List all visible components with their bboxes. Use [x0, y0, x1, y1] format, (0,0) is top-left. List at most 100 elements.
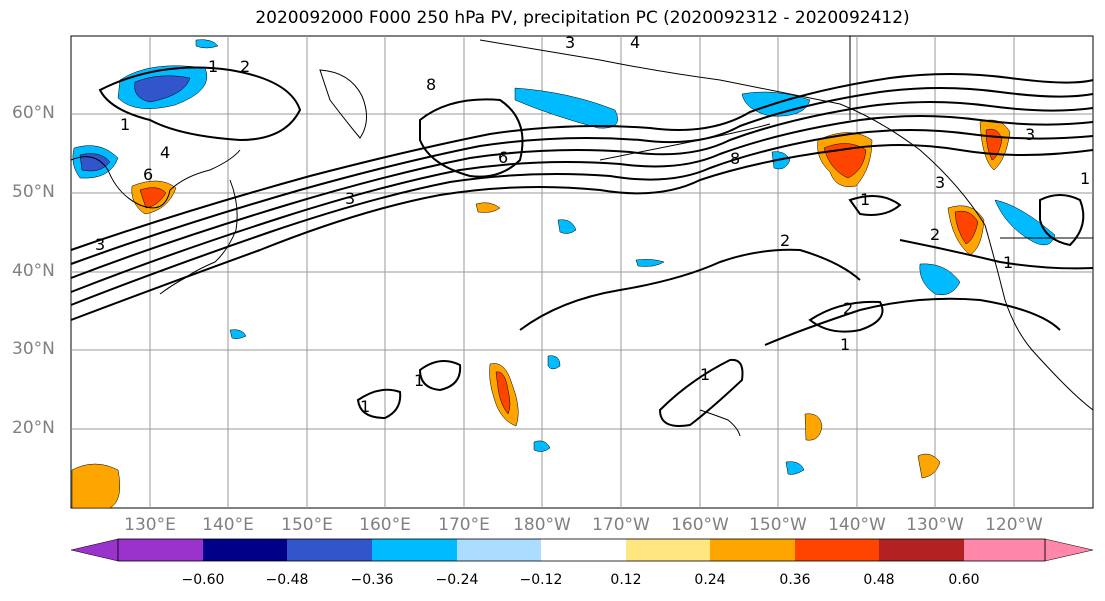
colorbar-segment	[626, 539, 710, 561]
precip-positive-core	[495, 371, 511, 415]
map-panel: 1 1 2 4 6 3 8 6 3 4 8 2 1 2 3 3 1 1 2 1 …	[70, 33, 1094, 509]
pv-contour	[418, 360, 462, 392]
precip-positive-core	[823, 143, 867, 179]
pv-contour	[70, 144, 1094, 321]
colorbar-tick: 0.48	[863, 572, 895, 588]
colorbar-extend-low	[70, 538, 119, 562]
pv-contour	[764, 297, 1061, 346]
contour-labels: 1 1 2 4 6 3 8 6 3 4 8 2 1 2 3 3 1 1 2 1 …	[95, 33, 1090, 416]
colorbar-segment	[457, 539, 541, 561]
pv-contour	[70, 129, 1094, 306]
precip-negative-area	[195, 39, 219, 49]
precip-negative-area	[547, 355, 561, 370]
contour-label: 1	[860, 190, 870, 209]
colorbar-segment	[964, 539, 1045, 561]
contour-label: 3	[1025, 125, 1035, 144]
contour-label: 6	[498, 148, 508, 167]
colorbar-tick: 0.36	[779, 572, 811, 588]
precip-positive-area	[475, 202, 501, 213]
lon-label: 160°W	[671, 515, 729, 535]
lat-label-50n: 50°N	[12, 182, 55, 202]
colorbar-tick: −0.24	[435, 572, 479, 588]
contour-label: 1	[700, 365, 710, 384]
contour-label: 1	[1003, 253, 1013, 272]
pv-contour	[848, 195, 902, 216]
pv-contour	[899, 239, 1094, 270]
coastline-hawaii	[699, 409, 741, 437]
coastline-kamchatka	[319, 69, 367, 139]
precip-negative-area	[557, 219, 577, 234]
colorbar-tick: 0.12	[610, 572, 642, 588]
colorbar-segment	[541, 539, 626, 561]
contour-label: 4	[630, 33, 640, 52]
pv-contour	[658, 358, 744, 427]
contour-label: 3	[565, 33, 575, 52]
pv-contour	[808, 300, 884, 333]
contour-label: 8	[730, 149, 740, 168]
lon-label: 140°W	[828, 515, 886, 535]
colorbar-tick: −0.60	[181, 572, 225, 588]
map-title: 2020092000 F000 250 hPa PV, precipitatio…	[255, 8, 910, 28]
lon-label: 120°W	[985, 515, 1043, 535]
contour-label: 2	[240, 57, 250, 76]
lon-label: 140°E	[202, 515, 254, 535]
precip-negative-core	[134, 75, 191, 103]
pv-contours	[70, 66, 1094, 427]
contour-label: 1	[1080, 169, 1090, 188]
pv-contour	[70, 73, 1094, 251]
colorbar-segment	[203, 539, 287, 561]
lon-label: 160°E	[359, 515, 411, 535]
lat-label-60n: 60°N	[12, 103, 55, 123]
contour-label: 2	[930, 225, 940, 244]
precip-negative-area	[514, 87, 618, 129]
pv-contour	[519, 248, 861, 331]
lon-label: 170°W	[592, 515, 650, 535]
precip-negative-area	[533, 440, 551, 452]
contour-label: 3	[345, 189, 355, 208]
coastline-japan	[159, 179, 238, 295]
contour-label: 6	[143, 165, 153, 184]
lat-label-40n: 40°N	[12, 261, 55, 281]
contour-label: 8	[426, 75, 436, 94]
precip-negative-area	[635, 259, 665, 267]
coastline-alaska	[479, 39, 986, 226]
pv-contour	[1039, 194, 1085, 247]
colorbar-tick: −0.36	[350, 572, 394, 588]
precip-negative-area	[771, 151, 791, 170]
pv-contour	[70, 115, 1094, 293]
pv-contour	[98, 66, 302, 142]
colorbar-extend-high	[1044, 538, 1094, 562]
contour-label: 2	[843, 299, 853, 318]
contour-label: 1	[120, 115, 130, 134]
pv-contour	[356, 388, 402, 420]
contour-label: 1	[360, 397, 370, 416]
colorbar-segment	[118, 539, 203, 561]
colorbar-tick: 0.24	[694, 572, 726, 588]
colorbar-tick: −0.48	[265, 572, 309, 588]
precip-negative-area	[785, 461, 805, 475]
colorbar-tick: 0.60	[948, 572, 980, 588]
precip-positive-core	[954, 210, 979, 245]
contour-label: 2	[780, 231, 790, 250]
lon-label: 180°W	[513, 515, 571, 535]
contour-label: 3	[935, 173, 945, 192]
graticule	[71, 36, 1093, 508]
contour-label: 3	[95, 235, 105, 254]
coastlines	[70, 36, 1094, 437]
colorbar-segment	[710, 539, 795, 561]
colorbar-tick: −0.12	[519, 572, 563, 588]
lat-label-30n: 30°N	[12, 339, 55, 359]
colorbar-outline	[117, 538, 1046, 562]
lon-label: 150°W	[749, 515, 807, 535]
coastline-asia	[70, 149, 241, 209]
pv-contour	[70, 87, 1094, 265]
precip-positive-area	[917, 453, 941, 479]
lat-label-20n: 20°N	[12, 418, 55, 438]
precip-positive-core	[139, 187, 167, 209]
contour-label: 4	[160, 143, 170, 162]
contour-label: 1	[208, 57, 218, 76]
precip-positive-area	[804, 413, 823, 441]
colorbar-segment	[287, 539, 372, 561]
colorbar-segment	[372, 539, 457, 561]
colorbar-segment	[879, 539, 964, 561]
